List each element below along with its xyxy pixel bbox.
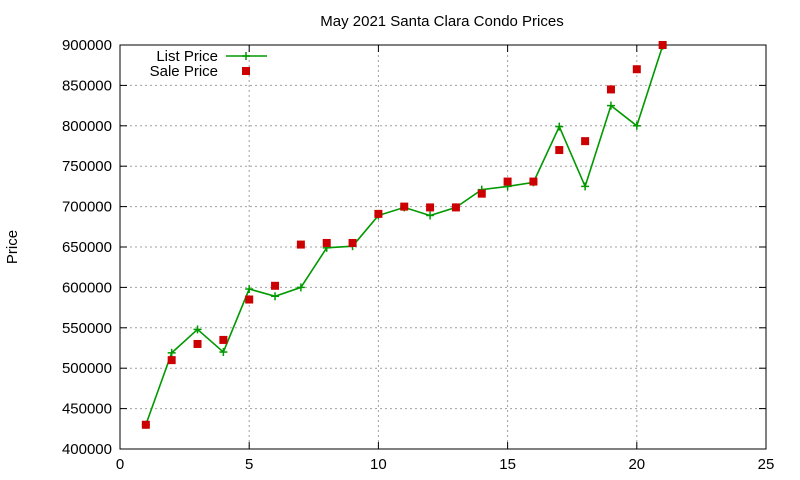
list-price-point bbox=[606, 101, 615, 110]
sale-price-point bbox=[606, 85, 615, 94]
sale-price-point bbox=[529, 177, 538, 186]
x-tick-label: 0 bbox=[116, 456, 124, 473]
sale-price-point bbox=[581, 137, 590, 146]
sale-price-point bbox=[322, 238, 331, 247]
x-tick-label: 10 bbox=[370, 456, 387, 473]
sale-price-point bbox=[296, 240, 305, 249]
y-tick-label: 450000 bbox=[62, 401, 112, 418]
y-tick-label: 650000 bbox=[62, 239, 112, 256]
sale-price-point bbox=[451, 203, 460, 212]
legend-label-list-price: List Price bbox=[156, 48, 218, 65]
chart-title: May 2021 Santa Clara Condo Prices bbox=[320, 13, 563, 30]
sale-price-point bbox=[219, 335, 228, 344]
list-price-point bbox=[426, 211, 435, 220]
sale-price-point bbox=[167, 356, 176, 365]
list-price-point bbox=[193, 325, 202, 334]
y-tick-label: 500000 bbox=[62, 360, 112, 377]
y-tick-label: 550000 bbox=[62, 320, 112, 337]
y-tick-label: 800000 bbox=[62, 118, 112, 135]
y-tick-label: 400000 bbox=[62, 441, 112, 458]
x-tick-label: 5 bbox=[245, 456, 253, 473]
sale-price-point bbox=[632, 65, 641, 74]
sale-price-point bbox=[271, 281, 280, 290]
y-tick-label: 600000 bbox=[62, 279, 112, 296]
y-tick-label: 750000 bbox=[62, 158, 112, 175]
grid bbox=[120, 45, 766, 449]
legend-marker-sale-price bbox=[242, 67, 250, 75]
x-tick-label: 25 bbox=[758, 456, 775, 473]
sale-price-point bbox=[193, 339, 202, 348]
list-price-point bbox=[581, 182, 590, 191]
axes: 0 5 10 15 20 25 400000 450000 500000 550000 600000… bbox=[62, 37, 774, 473]
list-price-point bbox=[555, 122, 564, 131]
sale-price-point bbox=[400, 202, 409, 211]
legend-marker-list-price bbox=[242, 52, 250, 60]
sale-price-point bbox=[503, 177, 512, 186]
y-tick-label: 900000 bbox=[62, 37, 112, 54]
list-price-point bbox=[167, 348, 176, 357]
x-tick-label: 20 bbox=[628, 456, 645, 473]
y-tick-label: 700000 bbox=[62, 199, 112, 216]
list-price-point bbox=[632, 121, 641, 130]
legend-label-sale-price: Sale Price bbox=[150, 63, 218, 80]
sale-price-point bbox=[658, 41, 667, 49]
list-price-point bbox=[245, 285, 254, 294]
sale-price-point bbox=[141, 420, 150, 429]
list-price-point bbox=[296, 283, 305, 292]
series-layer bbox=[141, 41, 667, 429]
list-price-point bbox=[219, 348, 228, 357]
y-axis-label: Price bbox=[4, 230, 21, 264]
sale-price-point bbox=[374, 209, 383, 218]
sale-price-point bbox=[348, 238, 357, 247]
sale-price-point bbox=[245, 295, 254, 304]
x-tick-label: 15 bbox=[499, 456, 516, 473]
sale-price-point bbox=[426, 203, 435, 212]
sale-price-point bbox=[555, 146, 564, 155]
y-tick-label: 850000 bbox=[62, 77, 112, 94]
list-price-point bbox=[271, 292, 280, 301]
sale-price-point bbox=[477, 189, 486, 198]
